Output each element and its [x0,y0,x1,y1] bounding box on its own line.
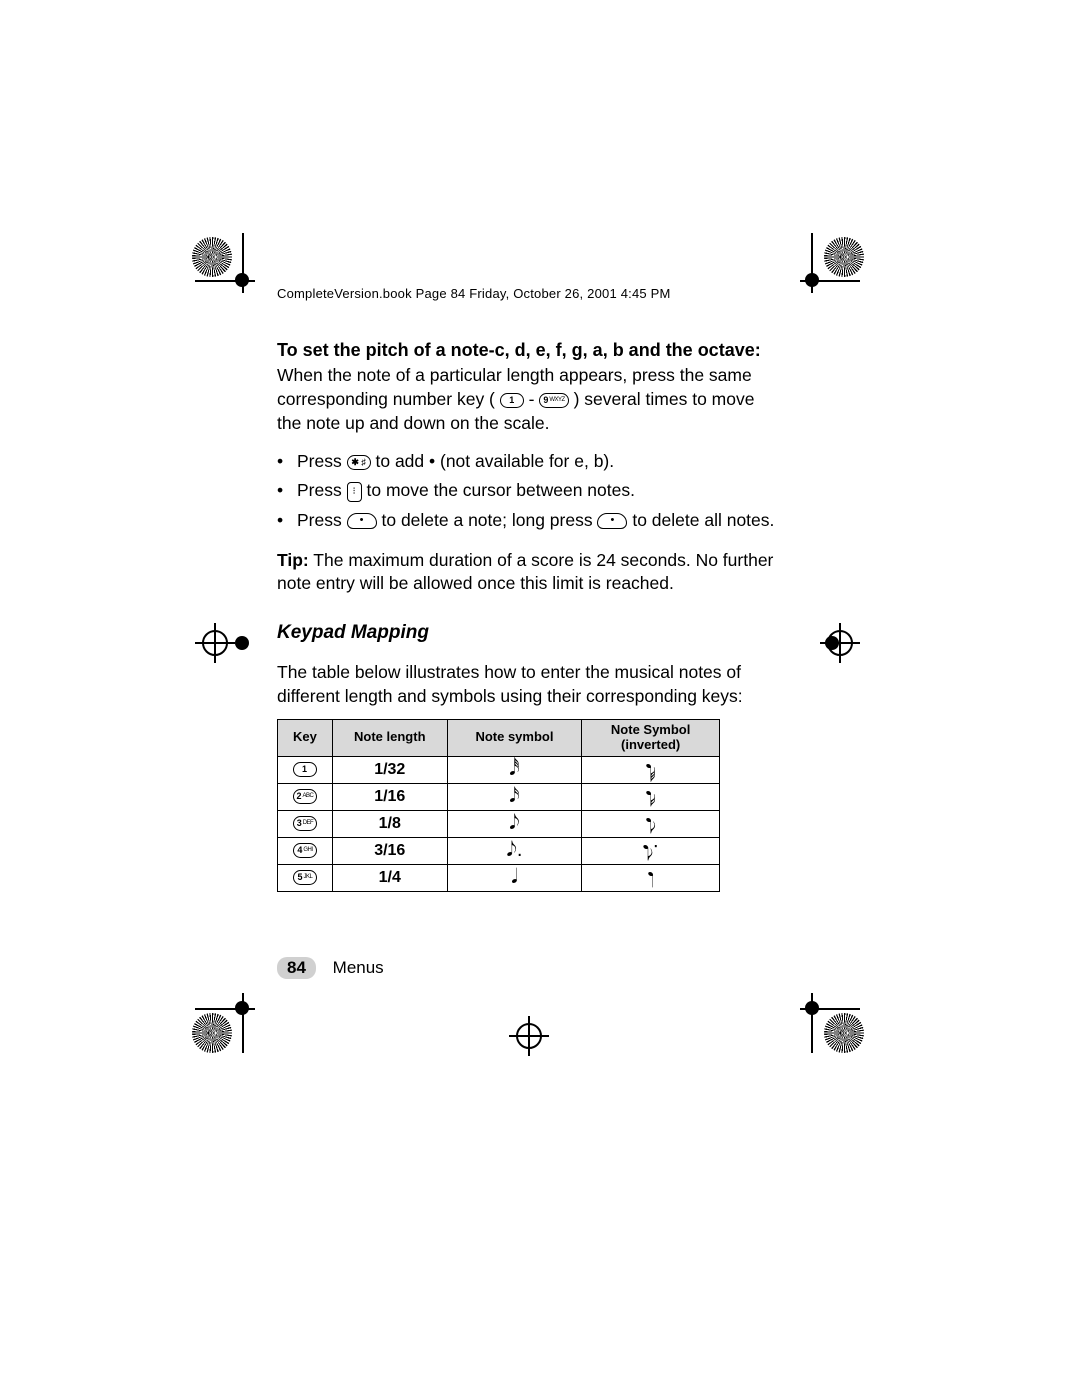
tip-paragraph: Tip: The maximum duration of a score is … [277,549,782,596]
intro-paragraph: When the note of a particular length app… [277,364,782,435]
delete-key-icon: • [347,513,377,529]
cell-length: 1/16 [332,783,447,810]
bullet-icon: • [277,477,297,504]
intro-sep: - [529,389,540,409]
keypad-key-icon: 5JKL [293,870,317,885]
table-intro: The table below illustrates how to enter… [277,661,782,708]
cell-symbol: 𝅘𝅥𝅮 [447,810,582,837]
cell-symbol-inverted: 𝅘𝅥𝅰 [582,756,720,783]
section-name: Menus [333,958,384,977]
subheading: Keypad Mapping [277,622,782,644]
table-header-row: Key Note length Note symbol Note Symbol … [278,719,720,756]
cell-key: 5JKL [278,864,333,891]
cell-symbol: 𝅘𝅥𝅯 [447,783,582,810]
cell-symbol: 𝅘𝅥 [447,864,582,891]
col-len: Note length [332,719,447,756]
col-inv: Note Symbol (inverted) [582,719,720,756]
star-sharp-key-icon: ✱ ♯ [347,455,371,470]
list-item: • Press • to delete a note; long press •… [277,506,782,535]
delete-key-icon: • [597,513,627,529]
keypad-mapping-table: Key Note length Note symbol Note Symbol … [277,719,720,892]
col-sym: Note symbol [447,719,582,756]
bullet-list: • Press ✱ ♯ to add • (not available for … [277,439,782,538]
section-title: To set the pitch of a note-c, d, e, f, g… [277,339,782,362]
page-number: 84 [277,957,316,979]
cell-length: 1/4 [332,864,447,891]
cell-key: 1 [278,756,333,783]
table-row: 5JKL1/4𝅘𝅥𝅘𝅥 [278,864,720,891]
cell-length: 3/16 [332,837,447,864]
bullet-icon: • [277,507,297,534]
cell-key: 4GHI [278,837,333,864]
cell-length: 1/8 [332,810,447,837]
list-item: • Press ⁝ to move the cursor between not… [277,476,782,505]
cell-length: 1/32 [332,756,447,783]
cell-symbol-inverted: 𝅘𝅥 [582,864,720,891]
table-row: 11/32𝅘𝅥𝅰𝅘𝅥𝅰 [278,756,720,783]
table-row: 4GHI3/16𝅘𝅥𝅮.𝅘𝅥𝅮. [278,837,720,864]
cell-key: 2ABC [278,783,333,810]
page-content: CompleteVersion.book Page 84 Friday, Oct… [277,286,782,892]
col-key: Key [278,719,333,756]
cell-symbol-inverted: 𝅘𝅥𝅯 [582,783,720,810]
keypad-key-icon: 3DEF [293,816,318,831]
nav-key-icon: ⁝ [347,482,362,502]
list-item: • Press ✱ ♯ to add • (not available for … [277,447,782,476]
cell-symbol: 𝅘𝅥𝅰 [447,756,582,783]
tip-label: Tip: [277,550,309,570]
key-1-icon: 1 [500,393,524,408]
table-row: 2ABC1/16𝅘𝅥𝅯𝅘𝅥𝅯 [278,783,720,810]
cell-symbol-inverted: 𝅘𝅥𝅮 [582,810,720,837]
page-footer: 84 Menus [277,957,384,979]
cell-symbol: 𝅘𝅥𝅮. [447,837,582,864]
bullet-icon: • [277,448,297,475]
cell-key: 3DEF [278,810,333,837]
keypad-key-icon: 2ABC [293,789,318,804]
keypad-key-icon: 4GHI [293,843,317,858]
tip-text: The maximum duration of a score is 24 se… [277,550,773,594]
print-header: CompleteVersion.book Page 84 Friday, Oct… [277,286,782,301]
keypad-key-icon: 1 [293,762,317,777]
cell-symbol-inverted: 𝅘𝅥𝅮. [582,837,720,864]
table-row: 3DEF1/8𝅘𝅥𝅮𝅘𝅥𝅮 [278,810,720,837]
key-9-icon: 9WXYZ [539,393,568,408]
